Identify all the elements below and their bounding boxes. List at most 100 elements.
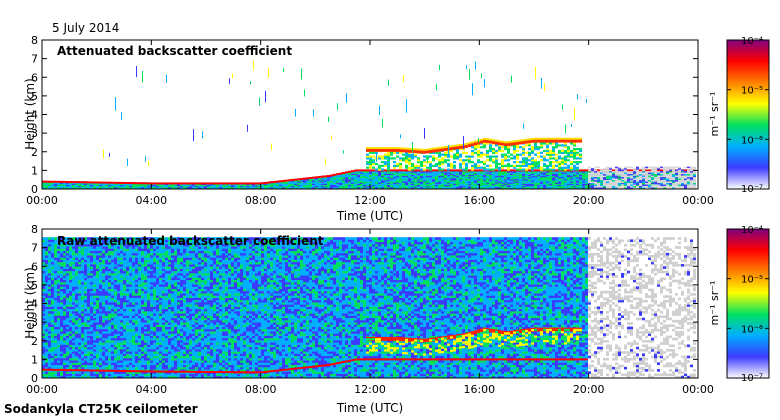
heatmap-cell: [540, 176, 543, 179]
heatmap-cell: [612, 174, 615, 176]
heatmap-cell: [378, 166, 381, 169]
heatmap-cell: [573, 185, 576, 188]
heatmap-cell: [414, 173, 417, 175]
heatmap-cell: [618, 171, 621, 173]
heatmap-cell: [297, 183, 300, 186]
heatmap-cell: [246, 186, 249, 189]
heatmap-cell: [666, 178, 669, 181]
heatmap-cell: [327, 177, 330, 180]
heatmap-cell: [441, 181, 444, 183]
heatmap-cell: [555, 169, 558, 172]
heatmap-cell: [42, 324, 45, 327]
heatmap-cell: [570, 151, 573, 154]
heatmap-cell: [295, 108, 296, 117]
heatmap-cell: [567, 176, 570, 179]
heatmap-cell: [400, 134, 401, 139]
heatmap-cell: [576, 185, 579, 188]
heatmap-cell: [690, 175, 693, 178]
heatmap-cell: [387, 168, 390, 171]
heatmap-cell: [438, 183, 441, 186]
heatmap-cell: [444, 146, 447, 149]
heatmap-cell: [642, 166, 645, 169]
heatmap-cell: [540, 144, 543, 147]
heatmap-cell: [378, 164, 381, 167]
heatmap-cell: [576, 157, 579, 160]
heatmap-cell: [183, 185, 186, 188]
heatmap-cell: [396, 177, 399, 180]
heatmap-cell: [567, 175, 570, 178]
heatmap-cell: [363, 182, 366, 184]
heatmap-cell: [45, 284, 48, 287]
heatmap-cell: [660, 169, 663, 172]
heatmap-cell: [378, 182, 381, 184]
heatmap-cell: [54, 362, 57, 365]
heatmap-cell: [645, 181, 648, 184]
heatmap-cell: [57, 319, 60, 323]
heatmap-cell: [651, 173, 654, 175]
heatmap-cell: [555, 146, 558, 149]
heatmap-cell: [588, 174, 591, 176]
heatmap-cell: [585, 183, 588, 186]
heatmap-cell: [390, 186, 393, 189]
heatmap-cell: [354, 185, 357, 188]
heatmap-cell: [522, 186, 525, 189]
heatmap-cell: [453, 184, 456, 187]
heatmap-cell: [354, 177, 357, 180]
heatmap-cell: [51, 286, 54, 289]
heatmap-cell: [321, 175, 324, 178]
heatmap-cell: [45, 328, 48, 332]
heatmap-cell: [216, 185, 219, 188]
heatmap-cell: [558, 182, 561, 184]
heatmap-cell: [645, 183, 648, 185]
heatmap-cell: [186, 185, 189, 188]
heatmap-cell: [255, 185, 258, 188]
heatmap-cell: [438, 178, 441, 181]
heatmap-cell: [381, 161, 384, 164]
heatmap-cell: [675, 181, 678, 184]
heatmap-cell: [48, 364, 51, 368]
heatmap-cell: [543, 178, 546, 181]
heatmap-cell: [618, 172, 621, 175]
heatmap-cell: [42, 293, 45, 296]
heatmap-cell: [444, 155, 447, 158]
heatmap-cell: [561, 138, 564, 143]
heatmap-cell: [519, 177, 522, 180]
heatmap-cell: [402, 185, 405, 188]
heatmap-cell: [57, 340, 60, 343]
heatmap-cell: [96, 185, 99, 188]
heatmap-cell: [48, 275, 51, 278]
heatmap-cell: [120, 184, 123, 187]
heatmap-cell: [60, 324, 63, 327]
heatmap-cell: [48, 252, 51, 256]
heatmap-cell: [555, 142, 558, 145]
heatmap-cell: [396, 151, 399, 154]
heatmap-cell: [48, 355, 51, 359]
heatmap-cell: [681, 184, 684, 187]
heatmap-cell: [468, 180, 471, 182]
x-tick-label: 20:00: [573, 194, 605, 207]
heatmap-cell: [291, 182, 294, 184]
heatmap-cell: [405, 147, 408, 150]
heatmap-cell: [402, 169, 405, 172]
heatmap-cell: [504, 155, 507, 158]
heatmap-cell: [429, 164, 432, 167]
heatmap-cell: [561, 185, 564, 188]
heatmap-cell: [42, 308, 45, 312]
heatmap-cell: [363, 183, 366, 186]
heatmap-cell: [417, 181, 420, 183]
heatmap-cell: [591, 184, 594, 187]
heatmap-cell: [489, 178, 492, 181]
heatmap-cell: [453, 176, 456, 179]
heatmap-cell: [441, 185, 444, 188]
heatmap-cell: [60, 308, 63, 312]
heatmap-cell: [684, 175, 687, 178]
heatmap-cell: [525, 178, 528, 181]
heatmap-cell: [279, 184, 282, 187]
heatmap-cell: [363, 178, 366, 181]
heatmap-cell: [387, 174, 390, 177]
heatmap-cell: [507, 141, 510, 144]
heatmap-cell: [687, 178, 690, 181]
heatmap-cell: [42, 186, 45, 189]
heatmap-cell: [315, 185, 318, 188]
heatmap-cell: [273, 186, 276, 189]
